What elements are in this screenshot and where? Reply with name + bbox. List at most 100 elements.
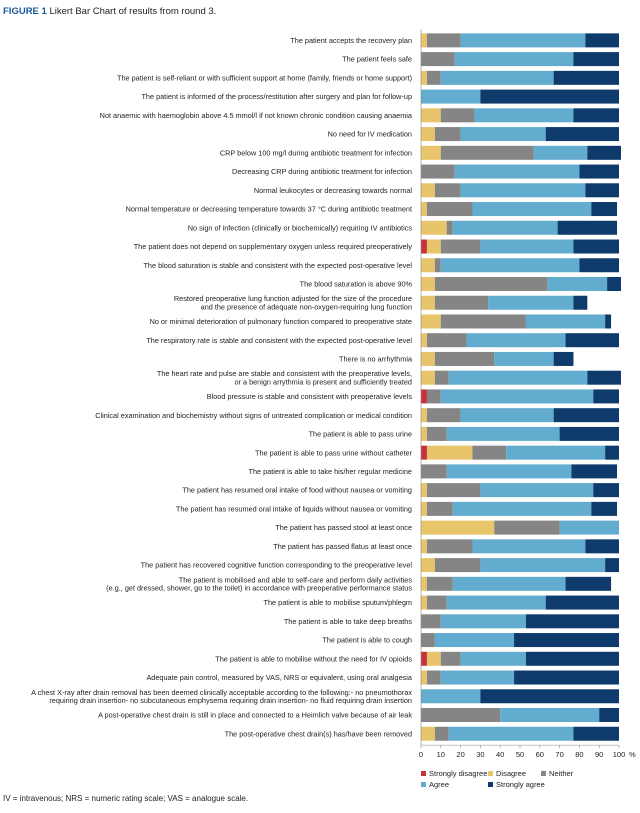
legend-swatch (421, 771, 426, 776)
bar-segment (421, 426, 427, 441)
category-label: The patient feels safe (342, 55, 412, 64)
bar-segment (426, 595, 447, 610)
bar-segment (434, 726, 449, 741)
bar-segment (446, 464, 572, 479)
bar-segment (421, 295, 435, 310)
bar-segment (599, 708, 619, 723)
bar-segment (472, 202, 592, 217)
bar-segment (573, 108, 619, 123)
bar-segment (426, 389, 441, 404)
bar-segment (460, 33, 586, 48)
legend-swatch (421, 782, 426, 787)
bar-segment (421, 595, 427, 610)
bar-segment (440, 108, 475, 123)
bar-segment (585, 183, 619, 198)
x-tick-label: 40 (496, 750, 504, 759)
bar-segment (460, 183, 586, 198)
bar-segment (421, 408, 427, 423)
bar-segment (565, 333, 619, 348)
bar-segment (593, 483, 619, 498)
bar-segment (452, 576, 566, 591)
category-label: The blood saturation is above 90% (300, 280, 413, 289)
bar-segment (426, 670, 441, 685)
bar-segment (426, 445, 473, 460)
category-label: The patient has passed flatus at least o… (273, 542, 412, 551)
bar-segment (426, 539, 473, 554)
category-label: The patient accepts the recovery plan (290, 36, 412, 45)
bar-segment (591, 501, 618, 516)
category-label: The blood saturation is stable and consi… (143, 261, 412, 270)
bar-segment (434, 183, 461, 198)
footnote: IV = intravenous; NRS = numeric rating s… (3, 794, 249, 803)
bar-segment (446, 595, 546, 610)
bar-segment (545, 595, 619, 610)
bar-segment (472, 539, 586, 554)
bar-segment (525, 651, 619, 666)
category-label: The patient has passed stool at least on… (275, 523, 412, 532)
category-label: The patient is mobilised and able to sel… (106, 575, 412, 592)
bar-segment (421, 558, 435, 573)
category-label: The patient is informed of the process/r… (141, 92, 412, 101)
bar-segment (421, 464, 447, 479)
bar-segment (440, 651, 461, 666)
bar-segment (446, 220, 453, 235)
category-label: The patient does not depend on supplemen… (134, 242, 413, 251)
bar-segment (426, 408, 461, 423)
bar-segment (472, 445, 507, 460)
bar-segment (452, 220, 558, 235)
bar-segment (440, 389, 594, 404)
category-label: CRP below 100 mg/l during antibiotic tre… (220, 148, 412, 157)
bar-segment (514, 670, 619, 685)
bar-segment (434, 276, 548, 291)
category-label: The patient has recovered cognitive func… (141, 561, 413, 570)
category-label: Normal leukocytes or decreasing towards … (254, 186, 413, 195)
bar-segment (434, 295, 489, 310)
bar-segment (426, 483, 481, 498)
bar-segment (421, 33, 427, 48)
bar-segment (525, 314, 606, 329)
category-label: Clinical examination and biochemistry wi… (95, 411, 412, 420)
bar-segment (579, 164, 619, 179)
bar-segment (421, 633, 435, 648)
bar-segment (547, 276, 608, 291)
category-label: No need for IV medication (328, 130, 412, 139)
x-tick-label: 90 (595, 750, 603, 759)
legend-swatch (488, 771, 493, 776)
category-label: The patient is able to take deep breaths (284, 617, 413, 626)
bar-segment (421, 651, 427, 666)
bar-segment (494, 520, 560, 535)
bar-segment (421, 183, 435, 198)
bar-segment (421, 483, 427, 498)
category-label: Normal temperature or decreasing tempera… (126, 205, 412, 214)
bar-segment (421, 89, 481, 104)
bar-segment (448, 726, 574, 741)
bar-segment (573, 726, 619, 741)
category-label: The patient is able to pass urine (309, 430, 412, 439)
category-label: Blood pressure is stable and consistent … (207, 392, 413, 401)
bar-segment (553, 408, 619, 423)
bar-segment (494, 351, 554, 366)
bar-segment (480, 689, 619, 704)
bar-segment (421, 108, 441, 123)
bar-segment (426, 239, 441, 254)
bar-segment (440, 614, 526, 629)
bar-segment (571, 464, 618, 479)
bar-segment (480, 483, 594, 498)
category-label: The heart rate and pulse are stable and … (157, 369, 412, 386)
category-label: The patient is able to take his/her regu… (249, 467, 412, 476)
bar-segment (421, 145, 441, 160)
bar-segment (573, 52, 619, 67)
bar-segment (434, 558, 481, 573)
x-tick-label: 10 (437, 750, 445, 759)
x-tick-label: 50 (516, 750, 524, 759)
bar-segment (421, 708, 501, 723)
x-tick-label: 0 (419, 750, 423, 759)
bar-segment (557, 220, 618, 235)
bar-segment (605, 558, 619, 573)
bar-segment (573, 239, 619, 254)
category-label: The patient is able to cough (322, 636, 412, 645)
bar-segment (421, 220, 447, 235)
bar-segment (587, 370, 621, 385)
bar-segment (426, 33, 461, 48)
category-label: Decreasing CRP during antibiotic treatme… (232, 167, 412, 176)
